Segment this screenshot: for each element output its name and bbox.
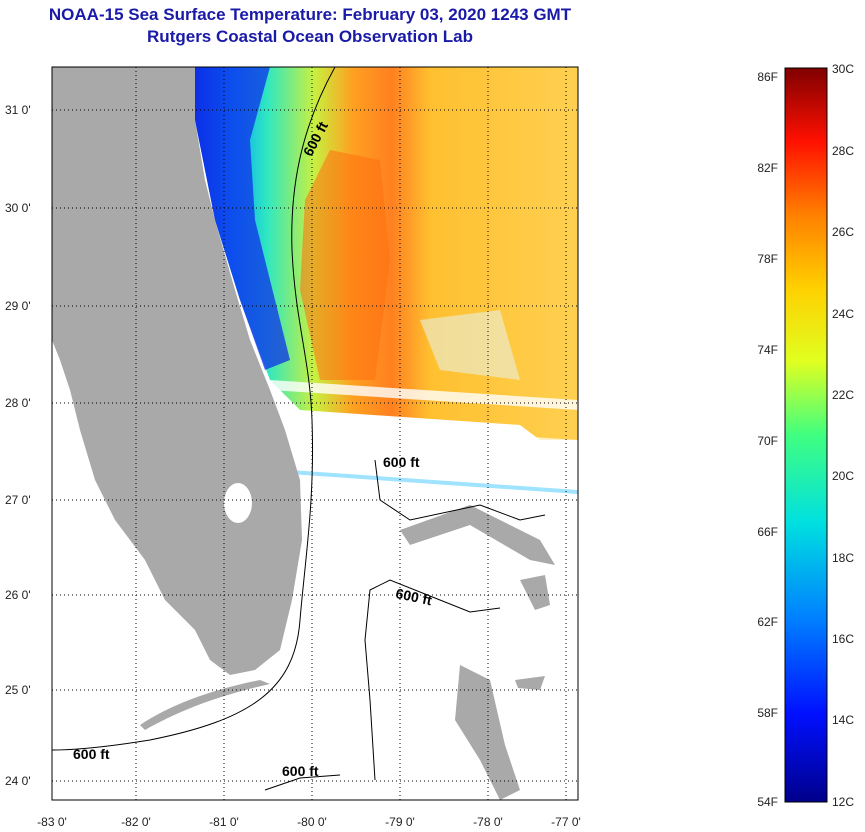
colorbar-f-label: 74F <box>757 343 778 357</box>
lat-label: 31 0' <box>5 103 31 117</box>
map-subtitle: Rutgers Coastal Ocean Observation Lab <box>147 27 473 46</box>
bahamas-land <box>400 505 555 565</box>
colorbar-c-label: 22C <box>832 388 855 402</box>
lat-label: 29 0' <box>5 299 31 313</box>
florida-land <box>52 67 302 675</box>
colorbar-c-label: 20C <box>832 469 855 483</box>
colorbar-c-label: 18C <box>832 551 855 565</box>
lat-label: 30 0' <box>5 201 31 215</box>
contour-label: 600 ft <box>394 585 433 608</box>
colorbar-c-label: 30C <box>832 62 855 76</box>
lat-label: 28 0' <box>5 396 31 410</box>
colorbar-c-label: 26C <box>832 225 855 239</box>
colorbar-c-label: 14C <box>832 713 855 727</box>
colorbar-f-label: 54F <box>757 795 778 809</box>
lon-label: -82 0' <box>121 815 151 829</box>
colorbar-c-label: 16C <box>832 632 855 646</box>
colorbar-c-label: 28C <box>832 144 855 158</box>
colorbar-f-label: 82F <box>757 161 778 175</box>
lon-label: -79 0' <box>385 815 415 829</box>
contour-label: 600 ft <box>383 454 420 470</box>
map-title: NOAA-15 Sea Surface Temperature: Februar… <box>48 5 572 24</box>
contour-label: 600 ft <box>282 763 319 779</box>
colorbar-f-label: 70F <box>757 434 778 448</box>
colorbar <box>784 67 828 803</box>
colorbar-f-label: 66F <box>757 525 778 539</box>
lon-label: -81 0' <box>209 815 239 829</box>
colorbar-f-label: 58F <box>757 706 778 720</box>
lon-label: -77 0' <box>551 815 581 829</box>
lon-label: -78 0' <box>473 815 503 829</box>
lat-label: 24 0' <box>5 774 31 788</box>
lat-label: 25 0' <box>5 683 31 697</box>
lat-label: 26 0' <box>5 588 31 602</box>
colorbar-f-label: 78F <box>757 252 778 266</box>
contour-label: 600 ft <box>73 746 110 762</box>
lat-label: 27 0' <box>5 493 31 507</box>
map-frame <box>51 66 579 801</box>
lon-label: -80 0' <box>297 815 327 829</box>
colorbar-c-label: 24C <box>832 307 855 321</box>
colorbar-c-label: 12C <box>832 795 855 809</box>
colorbar-f-label: 62F <box>757 615 778 629</box>
colorbar-f-label: 86F <box>757 70 778 84</box>
lon-label: -83 0' <box>37 815 67 829</box>
